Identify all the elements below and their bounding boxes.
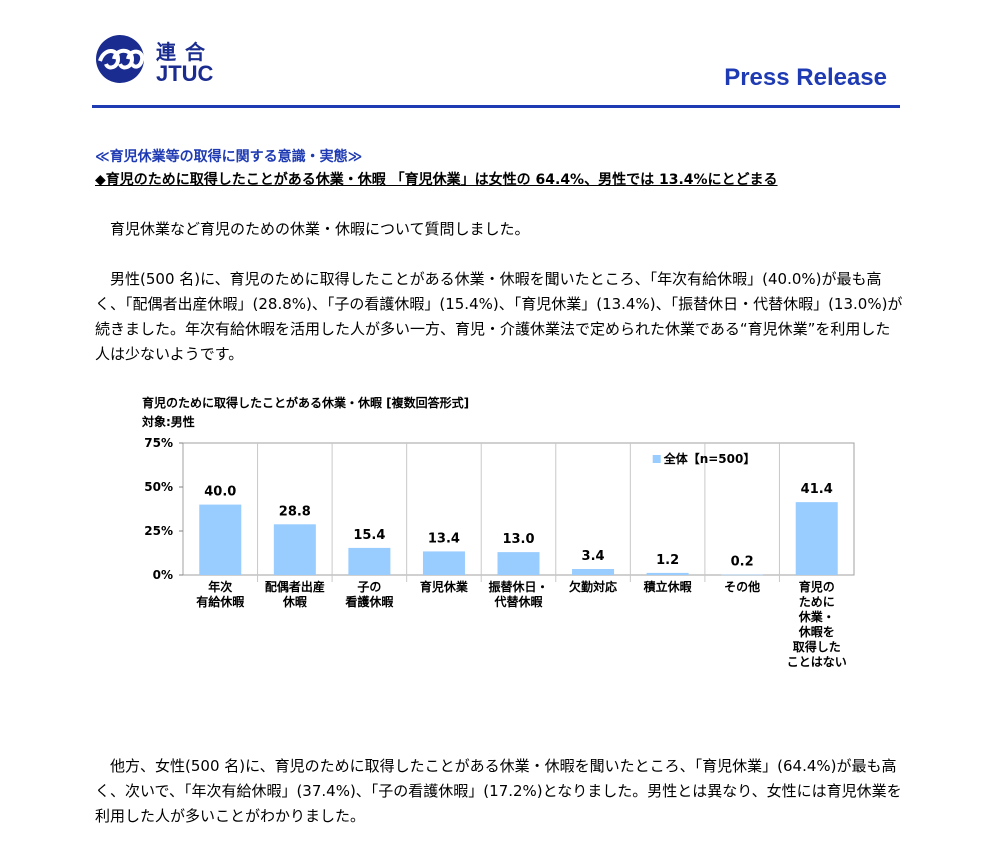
jtuc-emblem-icon (96, 35, 145, 83)
bar-value-label: 13.0 (502, 532, 534, 547)
chart-title: 育児のために取得したことがある休業・休暇 [複数回答形式] (142, 396, 470, 410)
bar (497, 552, 540, 575)
paragraph-text: 育児休業など育児のための休業・休暇について質問しました。 (110, 220, 530, 238)
bar-value-label: 41.4 (801, 482, 833, 497)
bar (348, 547, 391, 575)
headline: ◆育児のために取得したことがある休業・休暇 「育児休業」は女性の 64.4%、男… (95, 172, 778, 188)
bar-value-label: 3.4 (582, 549, 605, 564)
bar-value-label: 28.8 (279, 504, 311, 519)
header-divider (92, 105, 900, 108)
bar-value-label: 15.4 (353, 528, 385, 543)
bar (199, 504, 242, 575)
press-release-title: Press Release (724, 64, 887, 91)
category-label: 年次 有給休暇 (196, 580, 245, 609)
y-tick-label: 0% (153, 568, 173, 582)
bar-value-label: 40.0 (204, 485, 236, 500)
paragraph-male: 男性(500 名)に、育児のために取得したことがある休業・休暇を聞いたところ、「… (95, 267, 905, 367)
jtuc-logo: 連合 JTUC (92, 34, 242, 90)
category-label: 配偶者出産 休暇 (264, 580, 325, 609)
category-label: 育児休業 (419, 580, 468, 594)
logo-kanji: 連合 (156, 40, 214, 64)
bar (721, 574, 764, 576)
bar (572, 569, 615, 575)
paragraph-text: 男性(500 名)に、育児のために取得したことがある休業・休暇を聞いたところ、「… (95, 270, 903, 363)
logo-latin: JTUC (156, 61, 214, 86)
legend-swatch (652, 455, 661, 463)
category-label: 子の 看護休暇 (345, 580, 394, 609)
bar (646, 572, 689, 575)
paragraph-intro: 育児休業など育児のための休業・休暇について質問しました。 (95, 217, 905, 242)
category-label: 欠勤対応 (569, 580, 618, 594)
category-label: 積立休暇 (643, 580, 692, 594)
y-tick-label: 25% (144, 524, 173, 538)
category-label: 振替休日・ 代替休暇 (488, 580, 549, 609)
bar-chart: 0% 25% 50% 75% 40.0 28.8 15.4 13.4 13.0 3.4 1.2 0.2… (144, 436, 855, 582)
section-title: ≪育児休業等の取得に関する意識・実態≫ (95, 149, 363, 165)
bar (273, 524, 316, 575)
bar-value-label: 1.2 (656, 553, 679, 568)
y-tick-label: 50% (144, 480, 173, 494)
legend-label: 全体【n=500】 (663, 451, 756, 466)
bar (795, 502, 838, 575)
category-label: その他 (724, 580, 761, 594)
chart-subtitle: 対象:男性 (142, 415, 195, 429)
bar-value-label: 0.2 (731, 555, 754, 570)
category-label: 育児の ために 休業・ 休暇を 取得した ことはない (786, 580, 847, 669)
paragraph-text: 他方、女性(500 名)に、育児のために取得したことがある休業・休暇を聞いたとこ… (95, 757, 902, 825)
bar (422, 551, 465, 575)
paragraph-female: 他方、女性(500 名)に、育児のために取得したことがある休業・休暇を聞いたとこ… (95, 754, 905, 829)
y-tick-label: 75% (144, 436, 173, 450)
bar-value-label: 13.4 (428, 531, 460, 546)
